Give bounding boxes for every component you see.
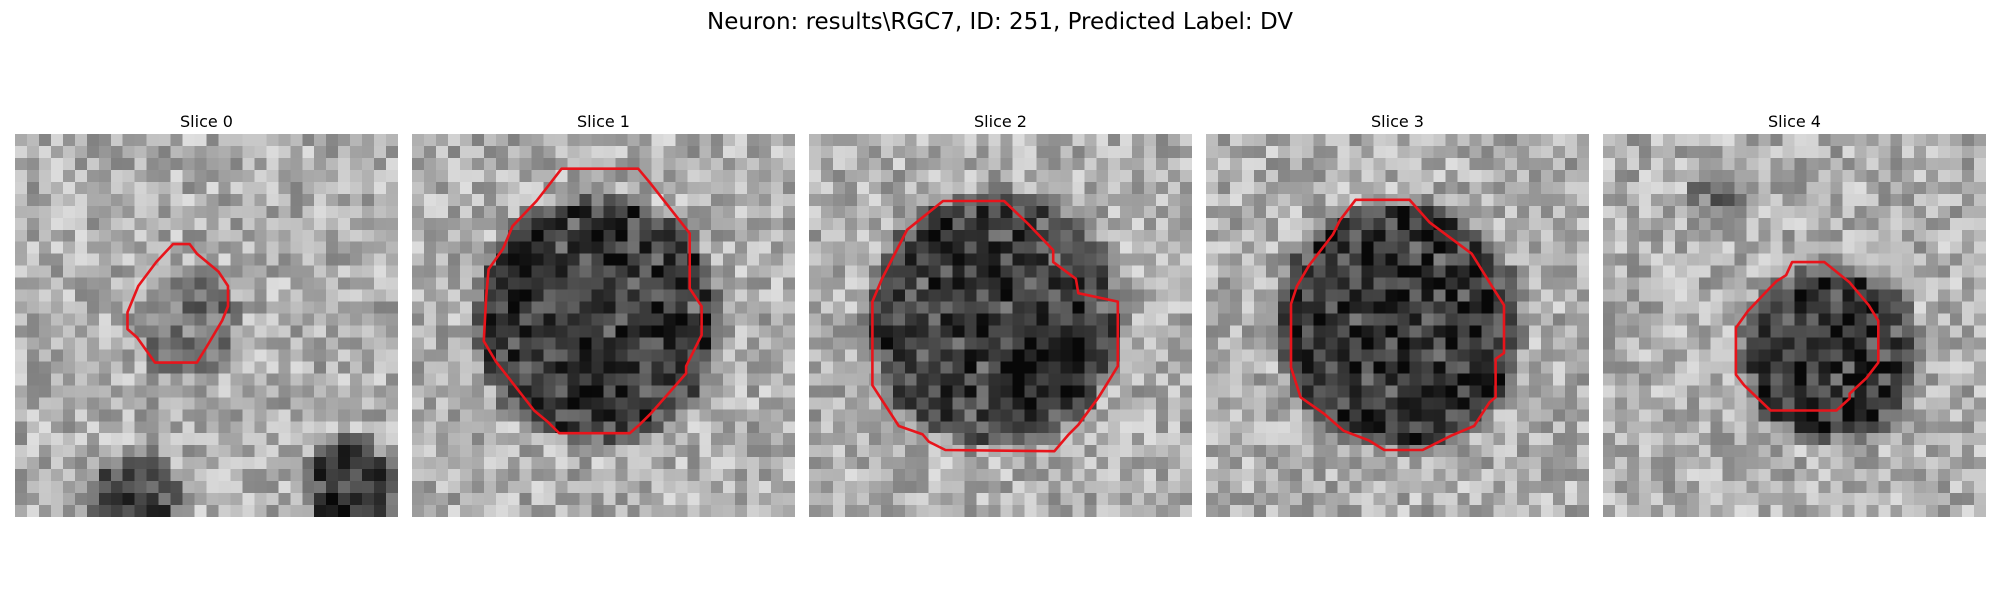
figure-title: Neuron: results\RGC7, ID: 251, Predicted…: [706, 9, 1294, 35]
slice-title: Slice 3: [1371, 112, 1424, 131]
slice-title: Slice 4: [1768, 112, 1821, 131]
slice-title: Slice 2: [974, 112, 1027, 131]
slice-panel-2: Slice 2: [809, 112, 1192, 522]
slice-image-3: [1206, 134, 1589, 517]
slice-panel-3: Slice 3: [1206, 112, 1589, 522]
pixel-texture: [15, 134, 398, 517]
pixel-texture: [412, 134, 795, 517]
slice-image-0: [15, 134, 398, 517]
contour-outline: [482, 167, 703, 435]
slice-panel-0: Slice 0: [15, 112, 398, 522]
slice-panel-1: Slice 1: [412, 112, 795, 522]
slice-image-2: [809, 134, 1192, 517]
slice-panel-4: Slice 4: [1603, 112, 1986, 522]
slice-title: Slice 1: [577, 112, 630, 131]
slice-title: Slice 0: [180, 112, 233, 131]
pixel-texture: [1206, 134, 1589, 517]
contour-outline: [871, 199, 1120, 453]
contour-outline: [1289, 198, 1506, 452]
contour-outline: [1734, 260, 1880, 412]
slice-image-4: [1603, 134, 1986, 517]
pixel-texture: [809, 134, 1192, 517]
pixel-texture: [1603, 134, 1986, 517]
contour-outline: [126, 242, 230, 364]
slice-image-1: [412, 134, 795, 517]
